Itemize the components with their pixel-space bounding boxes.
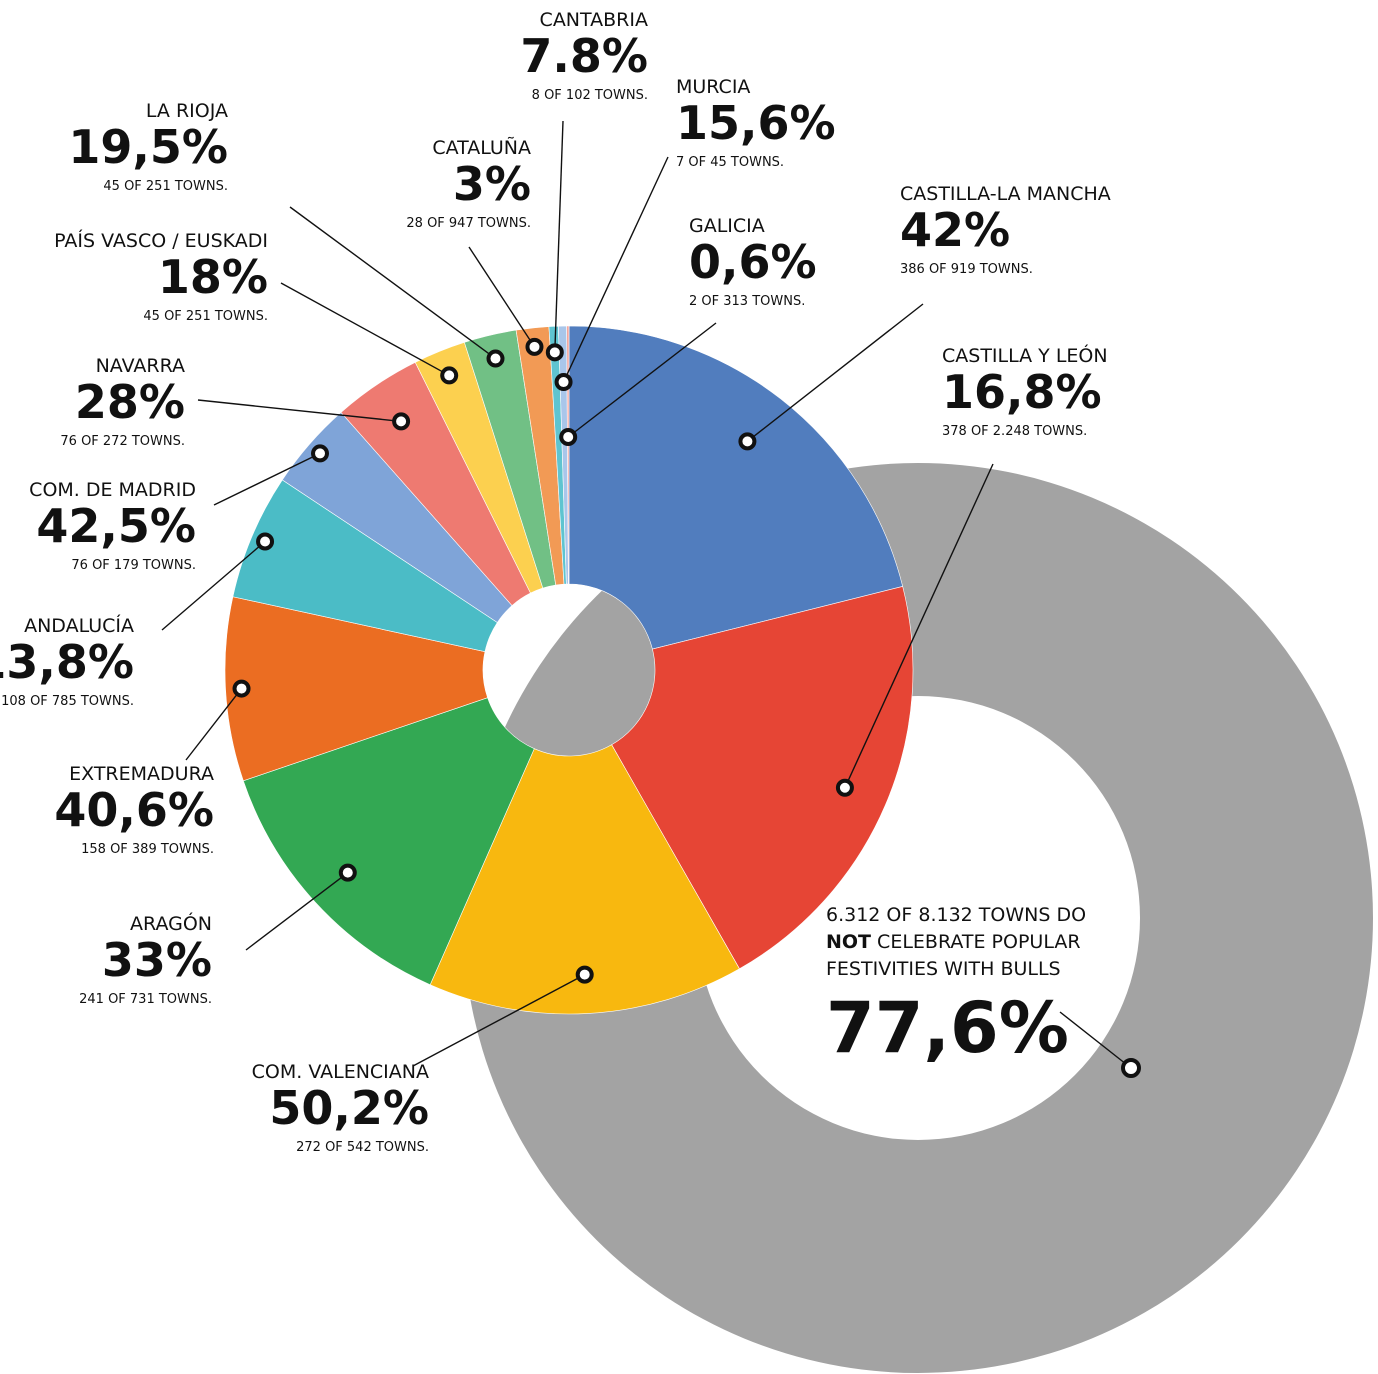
marker-extremadura [232,679,251,698]
slice-castilla-y-le-n [611,586,914,970]
label-towns-andaluc-a: 108 OF 785 TOWNS. [1,694,134,709]
label-percent-cantabria: 7.8% [520,29,648,83]
label-towns-com-de-madrid: 76 OF 179 TOWNS. [71,558,196,573]
label-name-cantabria: CANTABRIA [540,9,648,31]
slice-com-valenciana [429,744,740,1015]
leader-big-ring [1059,1011,1132,1069]
leader-extremadura [185,688,243,761]
marker-big-ring [1121,1058,1141,1078]
leader-castilla-y-le-n [844,463,994,789]
label-percent-castilla-la-mancha: 42% [900,203,1010,257]
label-towns-galicia: 2 OF 313 TOWNS. [689,294,805,309]
label-name-castilla-la-mancha: CASTILLA-LA MANCHA [900,183,1111,205]
label-percent-navarra: 28% [75,375,185,429]
label-percent-catalu-a: 3% [453,157,531,211]
label-name-la-rioja: LA RIOJA [146,100,228,122]
big-description-line1: 6.312 OF 8.132 TOWNS DO [826,904,1086,926]
marker-pa-s-vasco-euskadi [440,366,459,385]
label-name-castilla-y-le-n: CASTILLA Y LEÓN [942,343,1108,367]
label-towns-castilla-la-mancha: 386 OF 919 TOWNS. [900,262,1033,277]
label-towns-pa-s-vasco-euskadi: 45 OF 251 TOWNS. [143,309,268,324]
big-description-line3: FESTIVITIES WITH BULLS [826,958,1061,980]
marker-castilla-y-le-n [835,778,854,797]
label-percent-com-de-madrid: 42,5% [36,499,196,553]
label-name-com-de-madrid: COM. DE MADRID [29,479,196,501]
slice-extremadura [224,596,488,782]
leader-lines [161,120,1141,1078]
label-towns-arag-n: 241 OF 731 TOWNS. [79,992,212,1007]
leader-la-rioja [289,206,496,360]
slice-galicia [566,325,570,585]
label-towns-la-rioja: 45 OF 251 TOWNS. [103,179,228,194]
leader-pa-s-vasco-euskadi [280,282,450,377]
label-name-catalu-a: CATALUÑA [432,136,531,159]
label-percent-andaluc-a: 13,8% [0,635,134,689]
big-description-rest: CELEBRATE POPULAR [871,931,1081,953]
label-percent-murcia: 15,6% [676,96,836,150]
big-description-line2: NOT CELEBRATE POPULAR [826,931,1081,953]
label-percent-pa-s-vasco-euskadi: 18% [158,250,268,304]
label-name-arag-n: ARAGÓN [130,911,212,935]
label-name-galicia: GALICIA [689,215,765,237]
regional-donut-chart [224,325,914,1015]
label-percent-la-rioja: 19,5% [68,120,228,174]
leader-andaluc-a [161,540,266,631]
leader-cantabria [554,120,564,353]
label-towns-cantabria: 8 OF 102 TOWNS. [532,88,648,103]
leader-castilla-la-mancha [746,303,924,442]
leader-catalu-a [468,246,536,348]
slice-castilla-la-mancha [568,325,904,650]
marker-galicia [559,428,578,447]
label-percent-castilla-y-le-n: 16,8% [942,365,1102,419]
marker-com-valenciana [575,965,594,984]
marker-navarra [392,412,411,431]
big-description-bold: NOT [826,931,871,953]
label-name-extremadura: EXTREMADURA [69,763,214,785]
leader-com-valenciana [412,973,586,1067]
label-towns-navarra: 76 OF 272 TOWNS. [60,434,185,449]
label-percent-arag-n: 33% [102,933,212,987]
marker-catalu-a [525,337,544,356]
label-towns-catalu-a: 28 OF 947 TOWNS. [406,216,531,231]
label-towns-com-valenciana: 272 OF 542 TOWNS. [296,1140,429,1155]
label-towns-murcia: 7 OF 45 TOWNS. [676,155,784,170]
label-name-murcia: MURCIA [676,76,750,98]
marker-andaluc-a [256,532,275,551]
marker-cantabria [545,343,564,362]
leader-com-de-madrid [213,452,321,506]
leader-galicia [567,322,717,438]
marker-murcia [554,373,573,392]
marker-la-rioja [486,349,505,368]
marker-castilla-la-mancha [738,432,757,451]
label-percent-com-valenciana: 50,2% [269,1081,429,1135]
label-towns-extremadura: 158 OF 389 TOWNS. [81,842,214,857]
leader-arag-n [245,872,349,951]
leader-murcia [562,156,669,383]
label-towns-castilla-y-le-n: 378 OF 2.248 TOWNS. [942,424,1087,439]
label-percent-extremadura: 40,6% [54,783,214,837]
big-percent: 77,6% [826,987,1069,1069]
label-name-andaluc-a: ANDALUCÍA [24,614,134,637]
marker-com-de-madrid [311,444,330,463]
leader-navarra [197,399,402,423]
label-name-pa-s-vasco-euskadi: PAÍS VASCO / EUSKADI [54,229,268,252]
label-percent-galicia: 0,6% [689,235,817,289]
label-name-navarra: NAVARRA [96,355,185,377]
marker-arag-n [338,863,357,882]
label-name-com-valenciana: COM. VALENCIANA [252,1061,429,1083]
slice-arag-n [242,697,535,986]
